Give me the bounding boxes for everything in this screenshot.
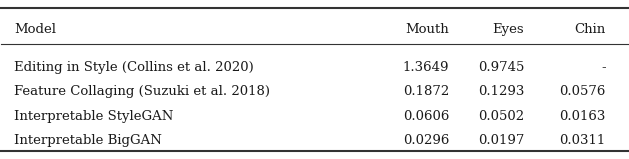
Text: 0.0576: 0.0576: [559, 86, 606, 98]
Text: 1.3649: 1.3649: [403, 61, 449, 74]
Text: 0.0606: 0.0606: [403, 110, 449, 123]
Text: 0.1293: 0.1293: [478, 86, 525, 98]
Text: Interpretable StyleGAN: Interpretable StyleGAN: [14, 110, 173, 123]
Text: 0.0311: 0.0311: [559, 134, 606, 147]
Text: 0.0296: 0.0296: [403, 134, 449, 147]
Text: Editing in Style (Collins et al. 2020): Editing in Style (Collins et al. 2020): [14, 61, 253, 74]
Text: Model: Model: [14, 23, 56, 36]
Text: Mouth: Mouth: [405, 23, 449, 36]
Text: Eyes: Eyes: [493, 23, 525, 36]
Text: Interpretable BigGAN: Interpretable BigGAN: [14, 134, 162, 147]
Text: Chin: Chin: [574, 23, 606, 36]
Text: 0.0502: 0.0502: [478, 110, 525, 123]
Text: 0.9745: 0.9745: [478, 61, 525, 74]
Text: 0.0197: 0.0197: [478, 134, 525, 147]
Text: 0.0163: 0.0163: [559, 110, 606, 123]
Text: -: -: [601, 61, 606, 74]
Text: Feature Collaging (Suzuki et al. 2018): Feature Collaging (Suzuki et al. 2018): [14, 86, 270, 98]
Text: 0.1872: 0.1872: [403, 86, 449, 98]
